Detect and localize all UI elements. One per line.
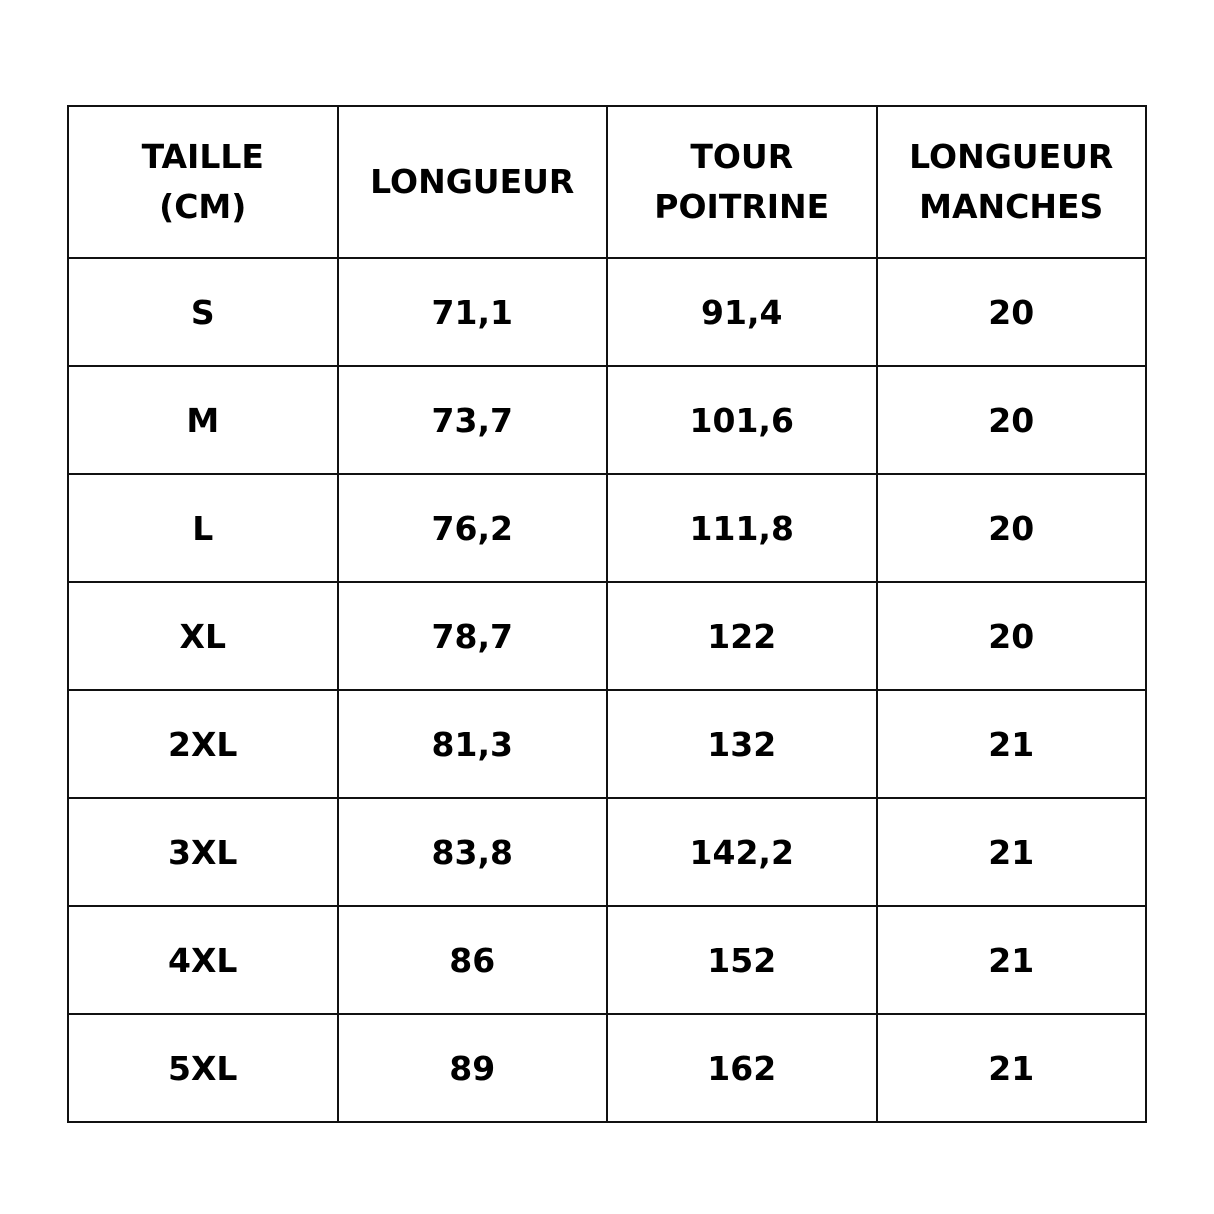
table-row: 4XL 86 152 21 — [67, 905, 1147, 1015]
header-text: (CM) — [159, 187, 247, 226]
table-cell: S — [67, 257, 339, 367]
table-cell: 76,2 — [336, 473, 608, 583]
table-cell: M — [67, 365, 339, 475]
header-cell: LONGUEUR — [336, 105, 608, 259]
table-cell: 132 — [606, 689, 878, 799]
table-cell: 21 — [875, 1013, 1147, 1123]
table-cell: 2XL — [67, 689, 339, 799]
size-table: TAILLE (CM) LONGUEUR TOUR POITRINE LONGUEUR MA… — [67, 105, 1147, 1123]
table-cell: 83,8 — [336, 797, 608, 907]
table-cell: 3XL — [67, 797, 339, 907]
header-text: POITRINE — [654, 187, 830, 226]
table-cell: 20 — [875, 365, 1147, 475]
header-cell: TOUR POITRINE — [606, 105, 878, 259]
table-cell: 91,4 — [606, 257, 878, 367]
table-cell: 21 — [875, 797, 1147, 907]
header-row: TAILLE (CM) LONGUEUR TOUR POITRINE LONGUEUR MA… — [67, 105, 1147, 259]
table-cell: 78,7 — [336, 581, 608, 691]
table-cell: L — [67, 473, 339, 583]
table-row: 2XL 81,3 132 21 — [67, 689, 1147, 799]
table-cell: 101,6 — [606, 365, 878, 475]
table-cell: 142,2 — [606, 797, 878, 907]
table-cell: 81,3 — [336, 689, 608, 799]
table-row: 3XL 83,8 142,2 21 — [67, 797, 1147, 907]
header-cell: LONGUEUR MANCHES — [875, 105, 1147, 259]
table-cell: 89 — [336, 1013, 608, 1123]
table-row: L 76,2 111,8 20 — [67, 473, 1147, 583]
table-row: M 73,7 101,6 20 — [67, 365, 1147, 475]
header-text: MANCHES — [919, 187, 1104, 226]
table-cell: 73,7 — [336, 365, 608, 475]
table-body: S 71,1 91,4 20 M 73,7 101,6 20 L 76,2 111,8 20 XL 78,… — [67, 257, 1147, 1123]
header-text: LONGUEUR — [370, 162, 575, 201]
table-row: 5XL 89 162 21 — [67, 1013, 1147, 1123]
table-cell: 20 — [875, 473, 1147, 583]
table-cell: 20 — [875, 257, 1147, 367]
table-row: XL 78,7 122 20 — [67, 581, 1147, 691]
table-cell: 86 — [336, 905, 608, 1015]
table-cell: 71,1 — [336, 257, 608, 367]
header-cell: TAILLE (CM) — [67, 105, 339, 259]
table-cell: 122 — [606, 581, 878, 691]
table-cell: 152 — [606, 905, 878, 1015]
header-text: TAILLE — [141, 137, 264, 176]
table-cell: XL — [67, 581, 339, 691]
table-cell: 4XL — [67, 905, 339, 1015]
table-cell: 21 — [875, 689, 1147, 799]
table-cell: 21 — [875, 905, 1147, 1015]
table-cell: 162 — [606, 1013, 878, 1123]
table-cell: 20 — [875, 581, 1147, 691]
table-cell: 111,8 — [606, 473, 878, 583]
header-text: TOUR — [690, 137, 794, 176]
header-text: LONGUEUR — [909, 137, 1114, 176]
table-cell: 5XL — [67, 1013, 339, 1123]
table-row: S 71,1 91,4 20 — [67, 257, 1147, 367]
